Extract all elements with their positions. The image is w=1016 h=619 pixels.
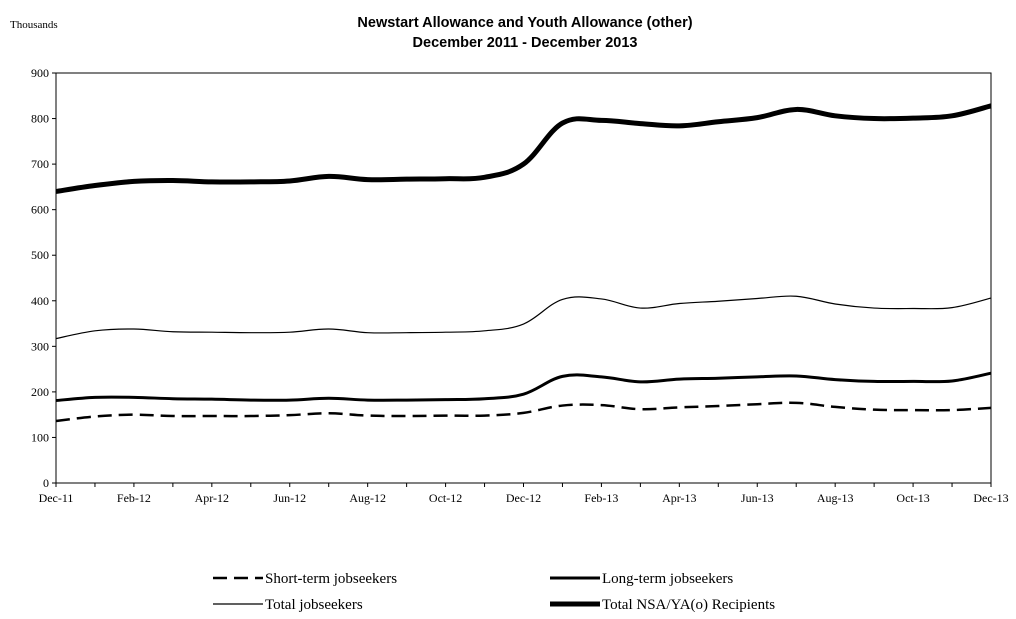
y-tick-label: 800 bbox=[31, 112, 49, 126]
y-tick-label: 900 bbox=[31, 66, 49, 80]
series-line-long-term-jobseekers bbox=[55, 371, 992, 403]
x-tick-label: Jun-12 bbox=[273, 491, 306, 505]
x-tick-label: Jun-13 bbox=[741, 491, 774, 505]
y-tick-label: 700 bbox=[31, 157, 49, 171]
chart-title: Newstart Allowance and Youth Allowance (… bbox=[357, 15, 692, 31]
legend-label: Total NSA/YA(o) Recipients bbox=[602, 597, 775, 613]
series-line-short-term-jobseekers bbox=[55, 401, 992, 423]
x-tick-label: Feb-13 bbox=[584, 491, 618, 505]
legend-label: Long-term jobseekers bbox=[602, 571, 733, 587]
y-tick-label: 300 bbox=[31, 339, 49, 353]
legend-label: Short-term jobseekers bbox=[265, 571, 397, 587]
x-tick-label: Apr-12 bbox=[195, 491, 229, 505]
x-tick-label: Dec-11 bbox=[39, 491, 74, 505]
legend-label: Total jobseekers bbox=[265, 597, 363, 613]
x-tick-label: Dec-13 bbox=[973, 491, 1008, 505]
x-tick-label: Dec-12 bbox=[506, 491, 541, 505]
y-tick-label: 100 bbox=[31, 430, 49, 444]
plot-frame bbox=[55, 72, 992, 484]
y-tick-label: 600 bbox=[31, 203, 49, 217]
x-tick-label: Apr-13 bbox=[662, 491, 696, 505]
legend-item-long-term-jobseekers: Long-term jobseekers bbox=[550, 571, 733, 587]
series-line-total-jobseekers bbox=[55, 295, 992, 340]
y-tick-label: 500 bbox=[31, 248, 49, 262]
chart-subtitle: December 2011 - December 2013 bbox=[413, 35, 638, 51]
y-tick-label: 0 bbox=[43, 476, 49, 490]
y-unit-label: Thousands bbox=[10, 19, 58, 31]
x-tick-label: Aug-12 bbox=[349, 491, 386, 505]
series-line-total-nsa-ya-o-recipients bbox=[55, 103, 992, 194]
legend: Short-term jobseekers Long-term jobseeker… bbox=[213, 571, 775, 613]
x-tick-label: Aug-13 bbox=[817, 491, 854, 505]
legend-item-short-term-jobseekers: Short-term jobseekers bbox=[213, 571, 397, 587]
plot-area: 0 100 200 300 400 500 600 700 800 900 Dec-11 Feb-12… bbox=[31, 66, 1009, 505]
x-tick-label: Feb-12 bbox=[117, 491, 151, 505]
y-tick-label: 200 bbox=[31, 385, 49, 399]
legend-item-total-jobseekers: Total jobseekers bbox=[213, 597, 363, 613]
legend-item-total-nsa-ya-o-recipients: Total NSA/YA(o) Recipients bbox=[550, 597, 775, 613]
y-tick-label: 400 bbox=[31, 294, 49, 308]
x-tick-label: Oct-13 bbox=[896, 491, 929, 505]
x-tick-label: Oct-12 bbox=[429, 491, 462, 505]
